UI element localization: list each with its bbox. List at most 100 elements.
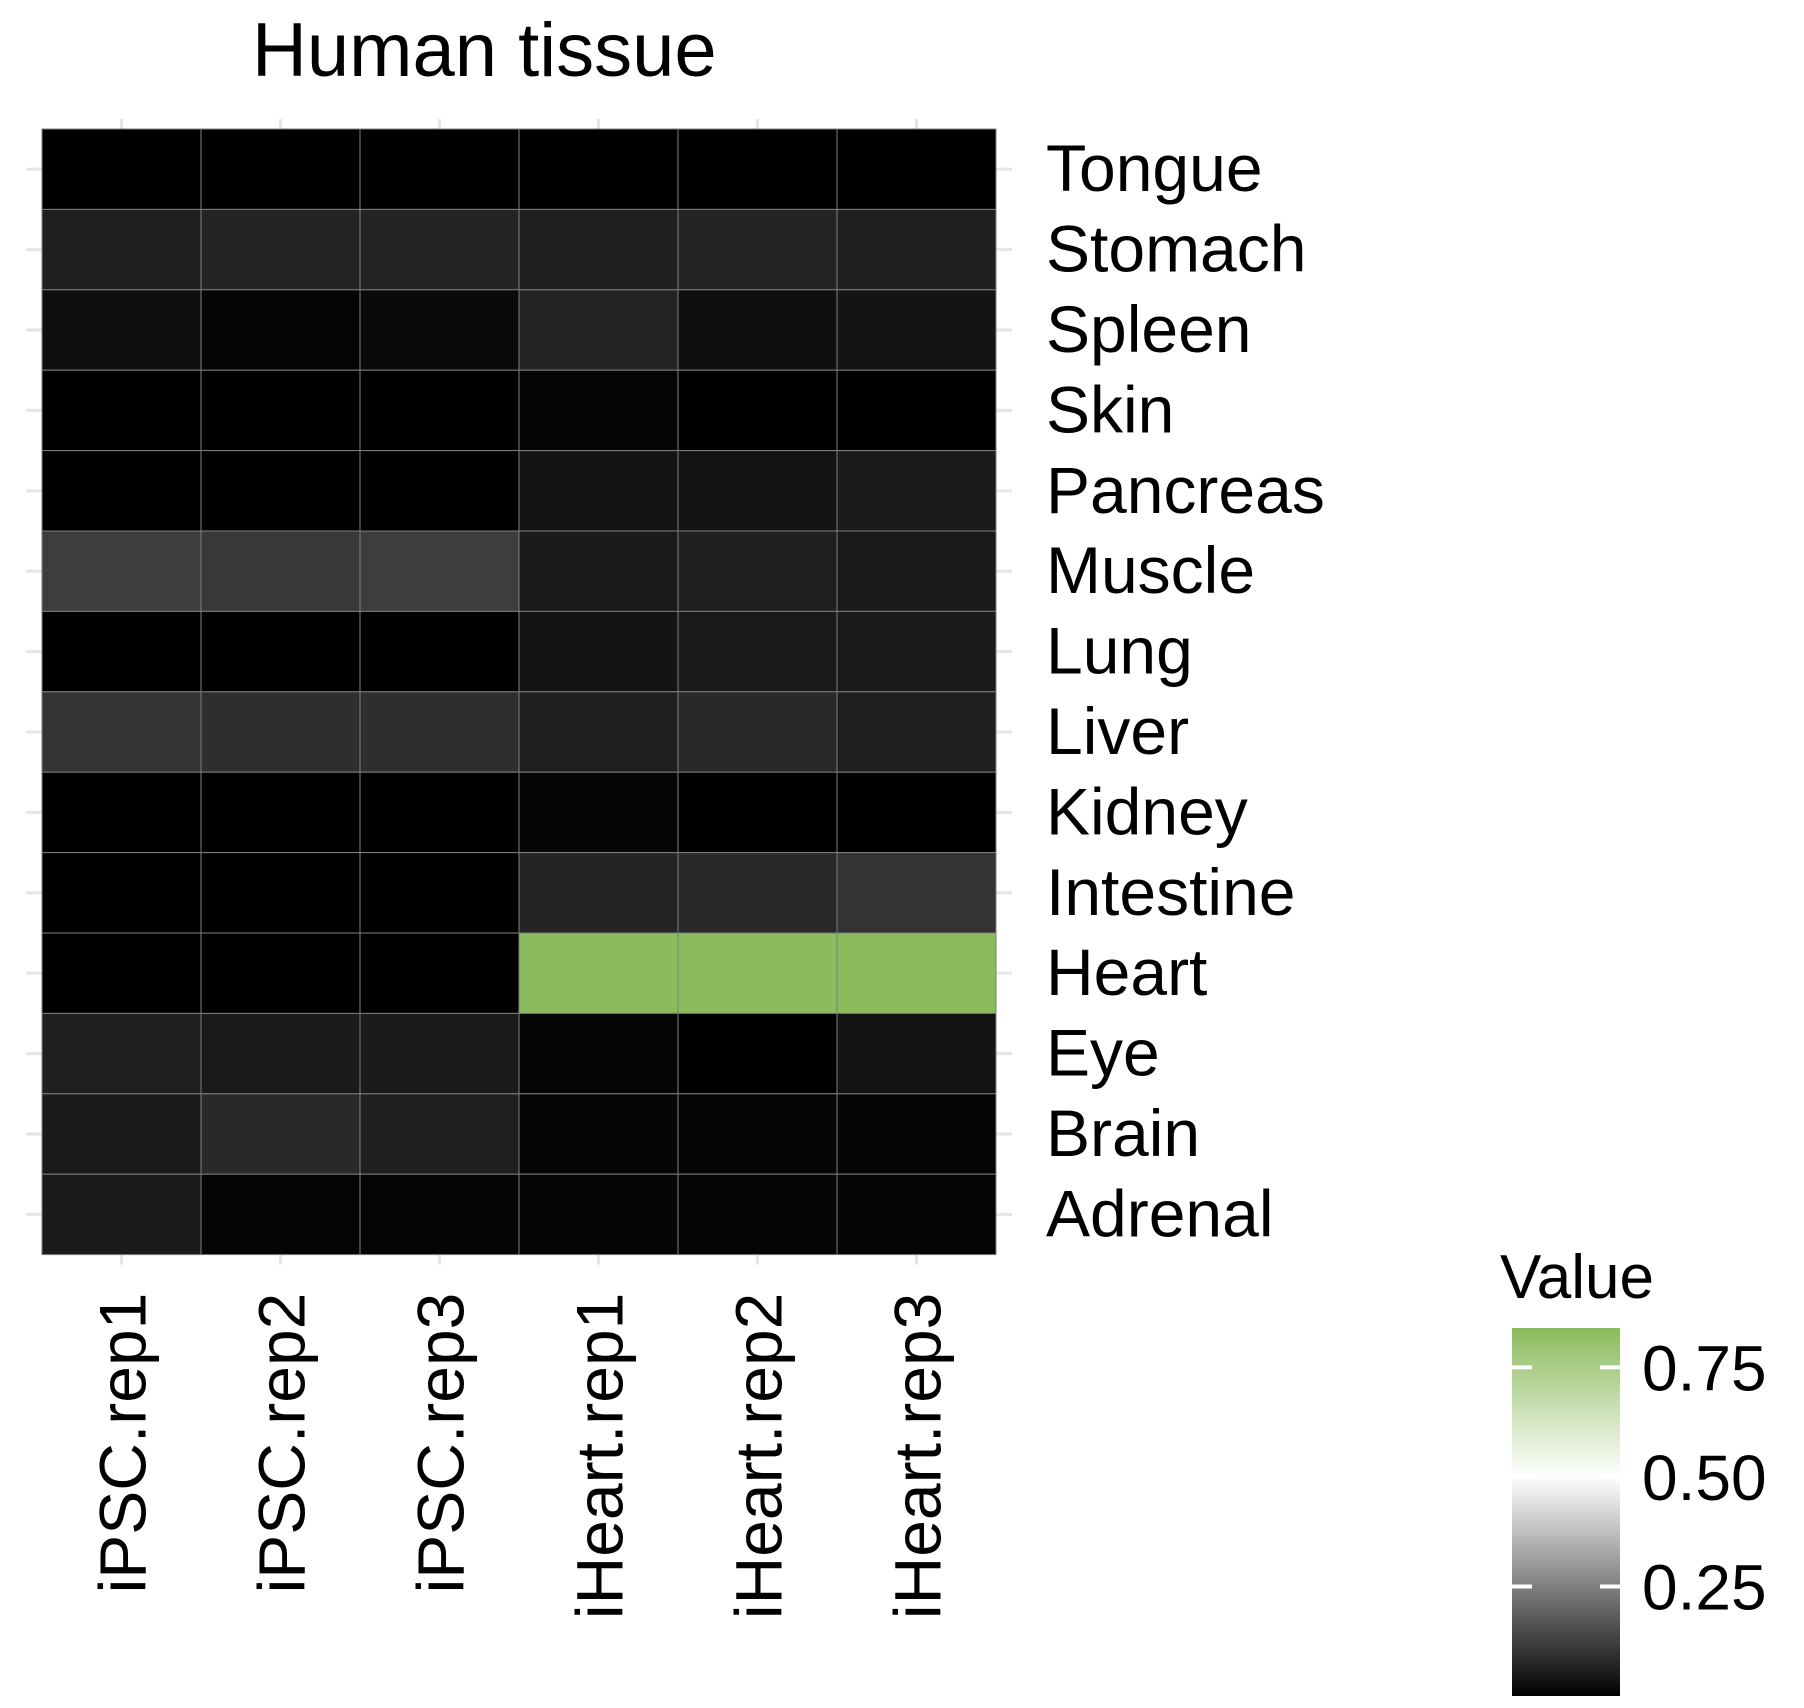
heatmap-cell	[200, 289, 361, 371]
row-label: Adrenal	[1046, 1176, 1274, 1250]
heatmap-cell	[359, 1173, 520, 1256]
axis-ticks	[26, 119, 1012, 1265]
heatmap-cell	[518, 369, 679, 452]
heatmap-cell	[41, 1093, 202, 1175]
heatmap-cell	[518, 208, 679, 291]
heatmap-cell	[359, 1093, 520, 1175]
heatmap-cell	[677, 369, 838, 452]
column-label: iPSC.rep2	[245, 1293, 319, 1594]
legend-tick-label: 0.75	[1642, 1332, 1767, 1404]
heatmap-cells	[41, 128, 997, 1256]
heatmap-cell	[359, 450, 520, 532]
row-label: Kidney	[1046, 774, 1248, 848]
heatmap-cell	[200, 369, 361, 452]
heatmap-cell	[677, 932, 838, 1014]
row-labels: TongueStomachSpleenSkinPancreasMuscleLun…	[1046, 131, 1325, 1250]
heatmap-cell	[359, 208, 520, 291]
heatmap-cell	[200, 450, 361, 532]
heatmap-cell	[359, 530, 520, 612]
heatmap-cell	[200, 1173, 361, 1256]
heatmap-cell	[677, 852, 838, 934]
row-label: Muscle	[1046, 533, 1255, 607]
heatmap-cell	[200, 530, 361, 612]
heatmap-cell	[836, 530, 997, 612]
column-label: iPSC.rep3	[404, 1293, 478, 1594]
row-label: Stomach	[1046, 212, 1306, 286]
heatmap-cell	[518, 289, 679, 371]
heatmap-cell	[677, 610, 838, 693]
column-label: iHeart.rep2	[722, 1293, 796, 1620]
legend-colorbar	[1512, 1328, 1620, 1696]
heatmap-cell	[200, 771, 361, 854]
heatmap-cell	[836, 289, 997, 371]
heatmap-cell	[41, 369, 202, 452]
heatmap-cell	[836, 691, 997, 773]
heatmap-cell	[200, 932, 361, 1014]
heatmap-cell	[200, 1093, 361, 1175]
heatmap-cell	[518, 932, 679, 1014]
heatmap-cell	[359, 128, 520, 210]
heatmap-cell	[359, 852, 520, 934]
heatmap-cell	[200, 852, 361, 934]
heatmap-cell	[677, 208, 838, 291]
heatmap-cell	[677, 530, 838, 612]
heatmap-cell	[41, 1012, 202, 1095]
heatmap-cell	[518, 691, 679, 773]
row-label: Intestine	[1046, 855, 1296, 929]
row-label: Eye	[1046, 1016, 1160, 1090]
heatmap-cell	[677, 1173, 838, 1256]
heatmap-cell	[200, 128, 361, 210]
heatmap-cell	[677, 691, 838, 773]
heatmap-cell	[518, 1093, 679, 1175]
heatmap-cell	[41, 771, 202, 854]
heatmap-cell	[836, 1012, 997, 1095]
heatmap-cell	[836, 369, 997, 452]
heatmap-cell	[359, 691, 520, 773]
column-label: iHeart.rep3	[881, 1293, 955, 1620]
legend-tick-label: 0.25	[1642, 1551, 1767, 1623]
column-labels: iPSC.rep1 iPSC.rep2 iPSC.rep3 iHeart.rep1 iH…	[86, 1293, 955, 1620]
heatmap-cell	[518, 530, 679, 612]
heatmap-cell	[836, 1093, 997, 1175]
heatmap-cell	[677, 771, 838, 854]
heatmap-cell	[836, 1173, 997, 1256]
heatmap-cell	[836, 208, 997, 291]
heatmap-cell	[836, 852, 997, 934]
chart-title: Human tissue	[252, 8, 717, 93]
heatmap-cell	[41, 450, 202, 532]
heatmap-cell	[41, 289, 202, 371]
heatmap-cell	[518, 450, 679, 532]
color-legend: Value 0.25 0.50 0.75	[1500, 1243, 1767, 1696]
row-label: Skin	[1046, 372, 1174, 446]
row-label: Pancreas	[1046, 453, 1325, 527]
legend-tick-label: 0.50	[1642, 1442, 1767, 1514]
heatmap-cell	[200, 610, 361, 693]
heatmap-cell	[677, 450, 838, 532]
heatmap-cell	[359, 771, 520, 854]
row-label: Spleen	[1046, 292, 1252, 366]
heatmap-cell	[41, 932, 202, 1014]
heatmap-cell	[359, 289, 520, 371]
heatmap-cell	[677, 128, 838, 210]
column-label: iHeart.rep1	[563, 1293, 637, 1620]
column-label: iPSC.rep1	[86, 1293, 160, 1594]
heatmap-cell	[359, 369, 520, 452]
heatmap-cell	[41, 610, 202, 693]
heatmap-cell	[41, 128, 202, 210]
heatmap-cell	[518, 128, 679, 210]
heatmap-cell	[677, 1012, 838, 1095]
heatmap-cell	[518, 771, 679, 854]
legend-title: Value	[1500, 1243, 1654, 1312]
heatmap-cell	[518, 1012, 679, 1095]
heatmap-cell	[359, 1012, 520, 1095]
heatmap-cell	[41, 530, 202, 612]
heatmap-cell	[359, 932, 520, 1014]
heatmap-cell	[359, 610, 520, 693]
row-label: Lung	[1046, 614, 1193, 688]
heatmap-cell	[200, 1012, 361, 1095]
row-label: Heart	[1046, 935, 1207, 1009]
row-label: Brain	[1046, 1096, 1200, 1170]
heatmap-cell	[677, 1093, 838, 1175]
heatmap-cell	[836, 128, 997, 210]
